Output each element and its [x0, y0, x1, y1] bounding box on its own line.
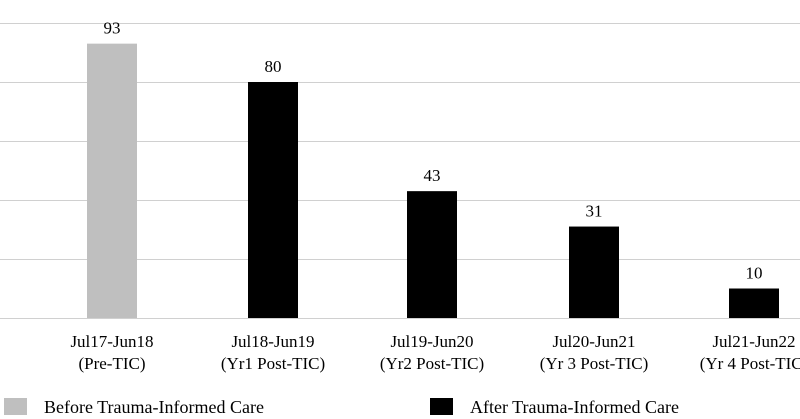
x-tick-label: Jul17-Jun18	[70, 332, 153, 351]
data-label: 80	[265, 57, 282, 76]
legend-label: After Trauma-Informed Care	[470, 397, 679, 417]
x-tick-label: (Yr1 Post-TIC)	[221, 354, 325, 373]
data-label: 31	[586, 202, 603, 221]
x-tick-label: (Yr2 Post-TIC)	[380, 354, 484, 373]
legend: Before Trauma-Informed Care After Trauma-…	[4, 397, 679, 417]
x-tick-label: Jul21-Jun22	[712, 332, 795, 351]
data-label: 10	[746, 264, 763, 283]
legend-label: Before Trauma-Informed Care	[44, 397, 264, 417]
data-label: 93	[104, 19, 121, 38]
data-labels: 93 80 43 31 10	[104, 19, 763, 283]
x-tick-label: (Pre-TIC)	[78, 354, 145, 373]
legend-swatch	[430, 398, 453, 415]
bar	[248, 82, 298, 318]
x-tick-label: (Yr 3 Post-TIC)	[540, 354, 649, 373]
x-tick-label: Jul20-Jun21	[552, 332, 635, 351]
bar	[407, 191, 457, 318]
x-tick-labels: Jul17-Jun18 (Pre-TIC) Jul18-Jun19 (Yr1 Post…	[70, 332, 800, 373]
x-tick-label: Jul18-Jun19	[231, 332, 314, 351]
x-tick-label: (Yr 4 Post-TIC)	[700, 354, 800, 373]
bar	[87, 43, 137, 319]
x-tick-label: Jul19-Jun20	[390, 332, 473, 351]
bar	[569, 226, 619, 318]
bars	[87, 43, 779, 319]
bar	[729, 288, 779, 318]
legend-swatch	[4, 398, 27, 415]
data-label: 43	[424, 166, 441, 185]
